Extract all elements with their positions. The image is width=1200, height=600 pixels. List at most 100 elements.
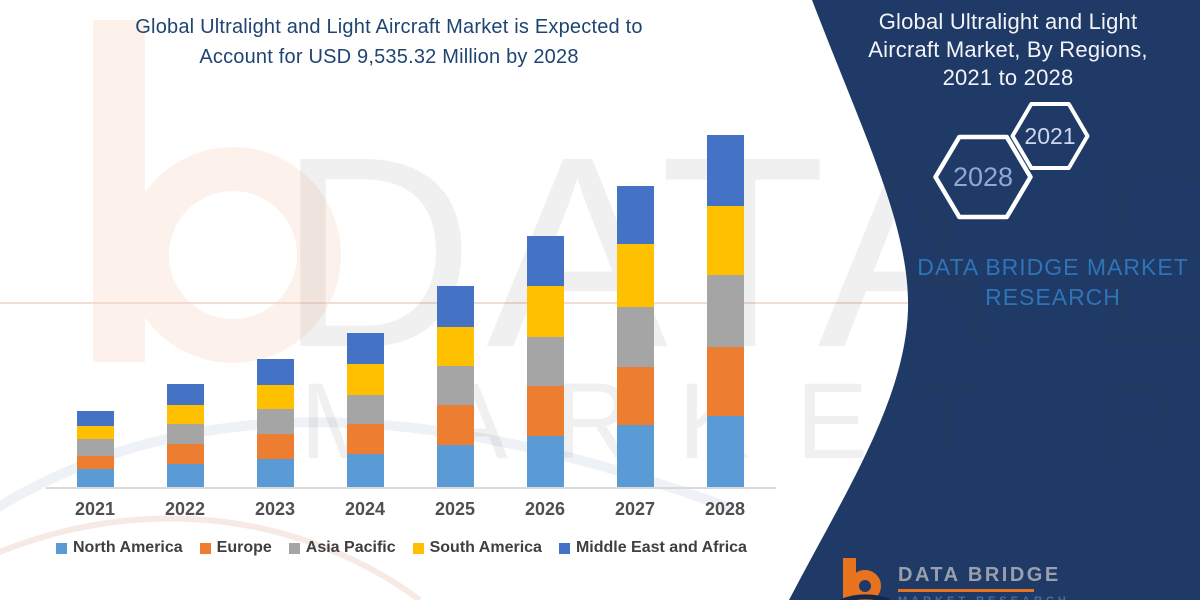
bar-column-2028: [680, 127, 770, 487]
chart-title: Global Ultralight and Light Aircraft Mar…: [28, 12, 750, 72]
bar-segment-2023-europe: [256, 433, 294, 459]
footer-logo-sub: MARKET RESEARCH: [898, 595, 1070, 600]
legend-item-europe: Europe: [199, 539, 272, 557]
footer-logo: DATA BRIDGE MARKET RESEARCH: [840, 556, 1070, 600]
stacked-bar-2021: [76, 411, 114, 487]
year-hexagons: 2021 2028: [933, 102, 1090, 220]
x-axis-label-2026: 2026: [524, 499, 566, 519]
bar-segment-2021-middle-east-and-africa: [76, 411, 114, 427]
brand-line1: DATA BRIDGE MARKET: [917, 254, 1189, 280]
right-panel-background: [789, 0, 1200, 600]
bar-segment-2025-south-america: [436, 327, 474, 367]
bar-column-2022: [140, 127, 230, 487]
x-axis-labels: 2021 2022 2023 2024 2025 2026 2027 2028: [50, 499, 770, 520]
bar-column-2025: [410, 127, 500, 487]
panel-title-line2: Aircraft Market, By Regions,: [868, 37, 1148, 62]
bar-column-2027: [590, 127, 680, 487]
panel-title-line3: 2021 to 2028: [942, 65, 1074, 90]
bar-segment-2023-middle-east-and-africa: [256, 358, 294, 386]
hexagon-2028: [933, 134, 1033, 220]
panel-title-line1: Global Ultralight and Light: [878, 9, 1138, 34]
legend-swatch-south-america: [412, 542, 424, 554]
x-axis-label-2022: 2022: [164, 499, 206, 519]
bar-segment-2022-europe: [166, 443, 204, 464]
legend-item-south-america: South America: [412, 539, 542, 557]
bar-segment-2023-south-america: [256, 385, 294, 409]
legend-label-europe: Europe: [216, 539, 272, 556]
x-axis-label-2027: 2027: [614, 499, 656, 519]
hexagon-2021-label: 2021: [1024, 123, 1075, 149]
brand-wordmark: DATA BRIDGE MARKET RESEARCH: [898, 252, 1200, 312]
bar-segment-2027-south-america: [616, 244, 654, 307]
bar-segment-2024-middle-east-and-africa: [346, 333, 384, 364]
bar-column-2024: [320, 127, 410, 487]
stacked-bar-2023: [256, 358, 294, 487]
footer-logo-rule: [898, 589, 1034, 592]
x-axis-label-2021: 2021: [74, 499, 116, 519]
stacked-bar-2027: [616, 185, 654, 487]
legend-label-middle-east-and-africa: Middle East and Africa: [575, 539, 747, 556]
chart-title-line1: Global Ultralight and Light Aircraft Mar…: [135, 16, 643, 38]
bar-column-2021: [50, 127, 140, 487]
legend-swatch-middle-east-and-africa: [558, 542, 570, 554]
stacked-bar-2026: [526, 236, 564, 487]
bar-segment-2025-north-america: [436, 445, 474, 487]
footer-logo-name: DATA BRIDGE: [898, 564, 1061, 586]
bar-segment-2025-middle-east-and-africa: [436, 286, 474, 328]
stacked-bar-2028: [706, 135, 744, 487]
bar-segment-2022-north-america: [166, 463, 204, 487]
bar-segment-2025-europe: [436, 405, 474, 446]
bar-segment-2024-south-america: [346, 363, 384, 396]
x-axis-line: [46, 487, 776, 489]
chart-legend: North America Europe Asia Pacific South Ame…: [56, 539, 786, 557]
bar-segment-2022-south-america: [166, 404, 204, 425]
bar-segment-2023-asia-pacific: [256, 408, 294, 434]
bar-segment-2028-europe: [706, 346, 744, 417]
bar-segment-2026-north-america: [526, 436, 564, 487]
bar-segment-2028-asia-pacific: [706, 275, 744, 347]
stacked-bar-2022: [166, 383, 204, 487]
x-axis-label-2024: 2024: [344, 499, 386, 519]
bar-segment-2028-middle-east-and-africa: [706, 135, 744, 207]
bar-segment-2027-europe: [616, 366, 654, 425]
bar-segment-2024-north-america: [346, 453, 384, 487]
legend-swatch-europe: [199, 542, 211, 554]
footer-logo-icon: [840, 558, 890, 600]
x-axis-label-2025: 2025: [434, 499, 476, 519]
legend-swatch-asia-pacific: [288, 542, 300, 554]
panel-title: Global Ultralight and Light Aircraft Mar…: [822, 8, 1194, 92]
chart-title-line2: Account for USD 9,535.32 Million by 2028: [199, 46, 579, 68]
footer-logo-text: DATA BRIDGE MARKET RESEARCH: [898, 556, 1070, 600]
legend-item-middle-east-and-africa: Middle East and Africa: [558, 539, 747, 557]
legend-label-south-america: South America: [429, 539, 542, 556]
bar-segment-2028-north-america: [706, 416, 744, 487]
hexagon-2021: [1010, 102, 1090, 170]
bar-segment-2027-asia-pacific: [616, 306, 654, 367]
legend-item-north-america: North America: [56, 539, 183, 557]
bar-segment-2022-asia-pacific: [166, 424, 204, 444]
bar-column-2026: [500, 127, 590, 487]
legend-item-asia-pacific: Asia Pacific: [288, 539, 396, 557]
bar-segment-2024-asia-pacific: [346, 395, 384, 425]
bar-segment-2026-europe: [526, 386, 564, 437]
legend-swatch-north-america: [56, 542, 67, 554]
hexagon-2028-label: 2028: [953, 162, 1013, 192]
stacked-bar-2024: [346, 333, 384, 487]
bar-segment-2027-north-america: [616, 424, 654, 487]
legend-label-north-america: North America: [73, 539, 183, 556]
bar-segment-2022-middle-east-and-africa: [166, 383, 204, 405]
bar-segment-2028-south-america: [706, 206, 744, 276]
bar-segment-2026-middle-east-and-africa: [526, 236, 564, 287]
bar-segment-2021-south-america: [76, 426, 114, 439]
bar-segment-2025-asia-pacific: [436, 366, 474, 406]
stacked-bar-2025: [436, 286, 474, 487]
bar-segment-2027-middle-east-and-africa: [616, 185, 654, 245]
x-axis-label-2023: 2023: [254, 499, 296, 519]
bar-column-2023: [230, 127, 320, 487]
bar-segment-2021-asia-pacific: [76, 438, 114, 457]
legend-label-asia-pacific: Asia Pacific: [305, 539, 396, 556]
bar-segment-2026-asia-pacific: [526, 337, 564, 387]
bar-segment-2021-north-america: [76, 469, 114, 487]
stacked-bar-chart: [50, 127, 770, 487]
